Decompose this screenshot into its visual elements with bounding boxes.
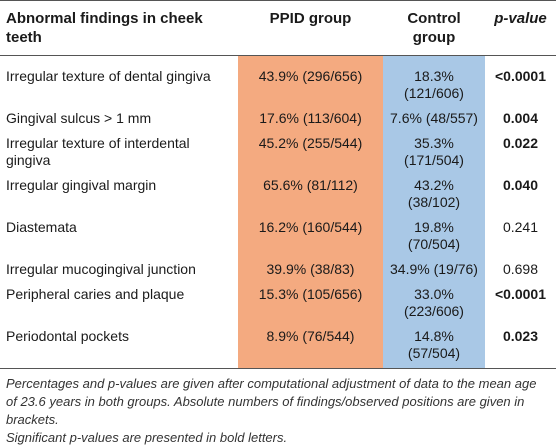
table-row: Irregular texture of dental gingiva 43.9%… bbox=[0, 55, 556, 106]
cell-ppid-value: 39.9% (38/83) bbox=[238, 257, 383, 282]
table-row: Irregular mucogingival junction 39.9% (38… bbox=[0, 257, 556, 282]
cell-control-value: 7.6% (48/557) bbox=[383, 106, 485, 131]
cell-p-value: 0.004 bbox=[502, 110, 539, 126]
footnote-significance-note: Significant p-values are presented in bo… bbox=[6, 430, 288, 445]
table-row: Irregular texture of interdental gingiva… bbox=[0, 131, 556, 173]
table-row: Peripheral caries and plaque 15.3% (105/6… bbox=[0, 282, 556, 324]
cell-control-value: 18.3% (121/606) bbox=[383, 55, 485, 106]
cell-ppid-value: 16.2% (160/544) bbox=[238, 215, 383, 257]
cell-control-value: 33.0% (223/606) bbox=[383, 282, 485, 324]
cell-ppid-value: 43.9% (296/656) bbox=[238, 55, 383, 106]
cell-finding: Gingival sulcus > 1 mm bbox=[6, 110, 152, 126]
table-footnote: Percentages and p-values are given after… bbox=[0, 368, 556, 447]
cell-control-value: 43.2% (38/102) bbox=[383, 173, 485, 215]
cell-control-value: 34.9% (19/76) bbox=[383, 257, 485, 282]
table-row: Periodontal pockets 8.9% (76/544) 14.8% (5… bbox=[0, 324, 556, 368]
header-row: Abnormal findings in cheek teeth PPID gr… bbox=[0, 0, 556, 56]
cell-p-value: 0.023 bbox=[502, 328, 539, 344]
cell-finding: Irregular mucogingival junction bbox=[6, 261, 196, 277]
cell-finding: Diastemata bbox=[6, 219, 77, 235]
cell-p-value: <0.0001 bbox=[495, 286, 546, 302]
cell-finding: Irregular texture of interdental gingiva bbox=[6, 135, 190, 168]
table-body: Irregular texture of dental gingiva 43.9%… bbox=[0, 55, 556, 368]
cell-ppid-value: 45.2% (255/544) bbox=[238, 131, 383, 173]
cell-p-value: <0.0001 bbox=[495, 68, 546, 84]
cell-finding: Irregular gingival margin bbox=[6, 177, 157, 193]
cell-ppid-value: 15.3% (105/656) bbox=[238, 282, 383, 324]
table-row: Diastemata 16.2% (160/544) 19.8% (70/504) 0… bbox=[0, 215, 556, 257]
findings-table: Abnormal findings in cheek teeth PPID gr… bbox=[0, 0, 556, 368]
cell-finding: Irregular texture of dental gingiva bbox=[6, 68, 211, 84]
cell-p-value: 0.022 bbox=[502, 135, 539, 151]
cell-finding: Periodontal pockets bbox=[6, 328, 129, 344]
cell-ppid-value: 17.6% (113/604) bbox=[238, 106, 383, 131]
table-row: Gingival sulcus > 1 mm 17.6% (113/604) 7.6… bbox=[0, 106, 556, 131]
header-p-value: p-value bbox=[485, 0, 556, 56]
cell-control-value: 35.3% (171/504) bbox=[383, 131, 485, 173]
header-findings: Abnormal findings in cheek teeth bbox=[0, 0, 238, 56]
cell-p-value: 0.040 bbox=[502, 177, 539, 193]
cell-ppid-value: 65.6% (81/112) bbox=[238, 173, 383, 215]
header-ppid-group: PPID group bbox=[238, 0, 383, 56]
cell-p-value: 0.698 bbox=[502, 261, 539, 277]
header-control-group: Control group bbox=[383, 0, 485, 56]
cell-control-value: 14.8% (57/504) bbox=[383, 324, 485, 368]
cell-p-value: 0.241 bbox=[502, 219, 539, 235]
cell-finding: Peripheral caries and plaque bbox=[6, 286, 185, 302]
cell-control-value: 19.8% (70/504) bbox=[383, 215, 485, 257]
footnote-adjustment-note: Percentages and p-values are given after… bbox=[6, 376, 537, 427]
cell-ppid-value: 8.9% (76/544) bbox=[238, 324, 383, 368]
table-row: Irregular gingival margin 65.6% (81/112) 4… bbox=[0, 173, 556, 215]
